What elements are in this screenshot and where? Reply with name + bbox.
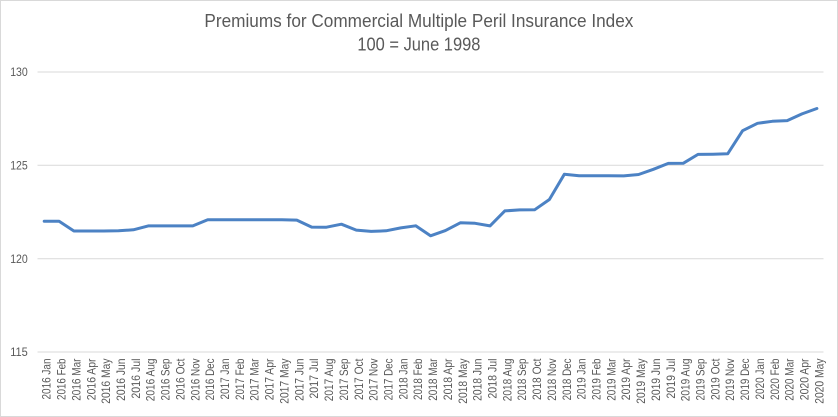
svg-text:2017 Oct: 2017 Oct: [352, 358, 366, 400]
svg-text:2019 Apr: 2019 Apr: [619, 359, 633, 401]
svg-text:2020 Jan: 2020 Jan: [753, 359, 767, 400]
svg-text:2019 Sep: 2019 Sep: [694, 358, 708, 400]
svg-text:2018 Feb: 2018 Feb: [411, 358, 425, 400]
svg-text:2016 Feb: 2016 Feb: [55, 358, 69, 400]
svg-text:2017 Aug: 2017 Aug: [322, 359, 336, 402]
svg-text:2016 Sep: 2016 Sep: [159, 358, 173, 400]
svg-text:2018 Dec: 2018 Dec: [560, 359, 574, 401]
svg-text:2018 Jan: 2018 Jan: [396, 359, 410, 400]
svg-text:2020 Mar: 2020 Mar: [783, 359, 797, 401]
svg-text:2018 Nov: 2018 Nov: [545, 359, 559, 401]
svg-text:2019 Nov: 2019 Nov: [723, 359, 737, 401]
svg-text:2017 Dec: 2017 Dec: [382, 359, 396, 401]
svg-text:120: 120: [10, 254, 28, 266]
svg-text:2017 Jun: 2017 Jun: [292, 359, 306, 401]
svg-text:2016 Jan: 2016 Jan: [40, 359, 54, 400]
svg-text:2018 Jul: 2018 Jul: [486, 359, 500, 399]
svg-text:2017 Feb: 2017 Feb: [233, 358, 247, 400]
svg-text:2019 Jan: 2019 Jan: [575, 359, 589, 400]
svg-text:2018 Apr: 2018 Apr: [441, 359, 455, 401]
svg-text:2019 Aug: 2019 Aug: [679, 359, 693, 402]
svg-text:2016 Nov: 2016 Nov: [188, 359, 202, 401]
svg-text:2017 Nov: 2017 Nov: [367, 359, 381, 401]
svg-text:2016 Jul: 2016 Jul: [129, 359, 143, 399]
svg-text:2017 Jan: 2017 Jan: [218, 359, 232, 400]
svg-text:2016 May: 2016 May: [99, 359, 113, 404]
svg-text:2019 Dec: 2019 Dec: [738, 359, 752, 401]
svg-text:2019 Mar: 2019 Mar: [604, 359, 618, 401]
svg-text:Premiums for Commercial Multip: Premiums for Commercial Multiple Peril I…: [204, 10, 634, 31]
svg-text:2016 Apr: 2016 Apr: [84, 359, 98, 401]
svg-text:2016 Mar: 2016 Mar: [69, 359, 83, 401]
svg-text:2018 Aug: 2018 Aug: [500, 359, 514, 402]
svg-text:2020 Feb: 2020 Feb: [768, 358, 782, 400]
svg-text:2018 Oct: 2018 Oct: [530, 358, 544, 400]
svg-text:2018 May: 2018 May: [456, 359, 470, 404]
svg-text:2018 Sep: 2018 Sep: [515, 358, 529, 400]
svg-text:2016 Jun: 2016 Jun: [114, 359, 128, 401]
svg-text:115: 115: [10, 347, 28, 359]
svg-text:125: 125: [10, 160, 28, 172]
svg-text:2019 Oct: 2019 Oct: [708, 358, 722, 400]
svg-text:130: 130: [10, 67, 28, 79]
svg-text:2017 May: 2017 May: [278, 359, 292, 404]
svg-text:2020 Apr: 2020 Apr: [798, 359, 812, 401]
svg-text:2019 Jul: 2019 Jul: [664, 359, 678, 399]
svg-text:2017 Sep: 2017 Sep: [337, 358, 351, 400]
svg-text:2016 Dec: 2016 Dec: [203, 359, 217, 401]
svg-text:2019 May: 2019 May: [634, 359, 648, 404]
svg-text:2017 Jul: 2017 Jul: [307, 359, 321, 399]
svg-text:2016 Aug: 2016 Aug: [144, 359, 158, 402]
svg-text:2017 Apr: 2017 Apr: [263, 359, 277, 401]
svg-text:2018 Jun: 2018 Jun: [471, 359, 485, 401]
svg-text:2019 Jun: 2019 Jun: [649, 359, 663, 401]
svg-text:2020 May: 2020 May: [812, 359, 826, 404]
svg-text:2016 Oct: 2016 Oct: [173, 358, 187, 400]
svg-text:2019 Feb: 2019 Feb: [590, 358, 604, 400]
svg-text:2017 Mar: 2017 Mar: [248, 359, 262, 401]
svg-text:2018 Mar: 2018 Mar: [426, 359, 440, 401]
svg-text:100 = June 1998: 100 = June 1998: [357, 34, 480, 55]
